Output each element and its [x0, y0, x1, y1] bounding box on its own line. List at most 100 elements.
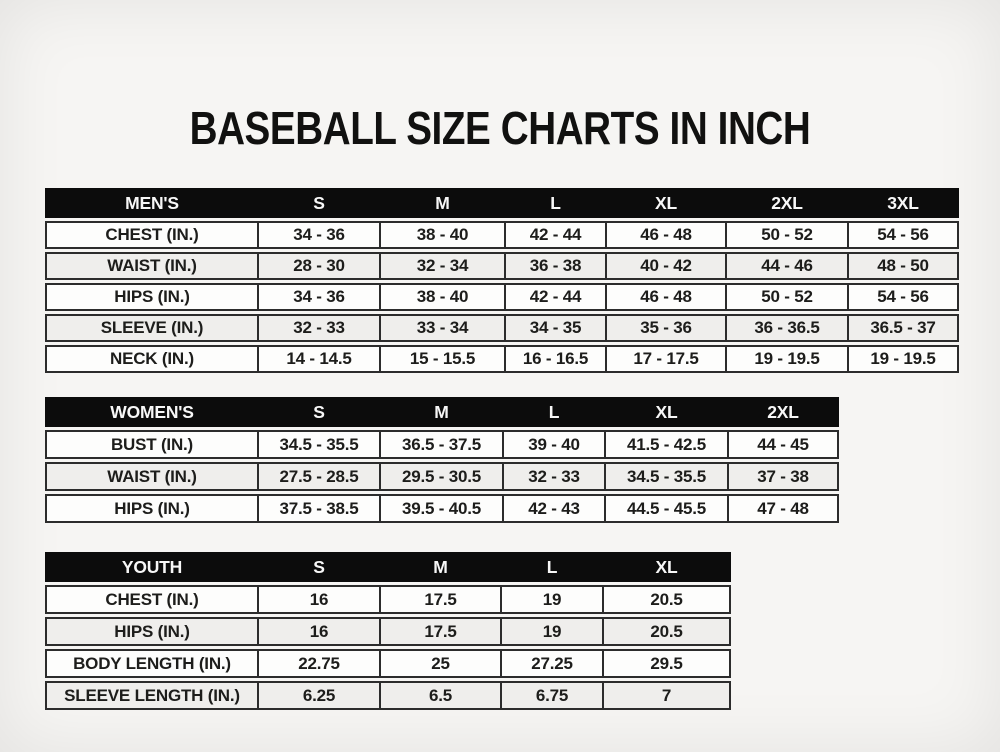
size-value-cell: 37 - 38 [727, 464, 837, 489]
size-value-cell: 48 - 50 [847, 254, 957, 278]
size-value-cell: 33 - 34 [379, 316, 504, 340]
womens-size-table: WOMEN'S S M L XL 2XL BUST (IN.) 34.5 - 35.5 36.5… [45, 397, 839, 526]
size-value-cell: 38 - 40 [379, 285, 504, 309]
youth-measurement-row: SLEEVE LENGTH (IN.) 6.25 6.5 6.75 7 [45, 681, 731, 710]
measurement-label-cell: HIPS (IN.) [114, 498, 190, 518]
size-value-cell: 42 - 44 [504, 285, 605, 309]
size-value-cell: 7 [602, 683, 729, 708]
measurement-label-cell: NECK (IN.) [110, 349, 194, 368]
size-value-cell: 34.5 - 35.5 [257, 432, 379, 457]
size-value-cell: 44 - 45 [727, 432, 837, 457]
mens-measurement-row: SLEEVE (IN.) 32 - 33 33 - 34 34 - 35 35 - 36… [45, 314, 959, 342]
womens-group-label-cell: WOMEN'S [110, 401, 194, 422]
womens-measurement-row: WAIST (IN.) 27.5 - 28.5 29.5 - 30.5 32 - 33… [45, 462, 839, 491]
size-value-cell: 42 - 44 [504, 223, 605, 247]
size-value-cell: 47 - 48 [727, 496, 837, 521]
size-value-cell: 32 - 33 [257, 316, 379, 340]
mens-measurement-row: NECK (IN.) 14 - 14.5 15 - 15.5 16 - 16.5 17 … [45, 345, 959, 373]
mens-size-header-cell: 3XL [887, 192, 919, 213]
size-value-cell: 17.5 [379, 619, 500, 644]
size-value-cell: 36 - 36.5 [725, 316, 847, 340]
mens-size-header-cell: XL [655, 192, 677, 213]
measurement-label-cell: SLEEVE (IN.) [100, 318, 204, 337]
size-value-cell: 19 - 19.5 [725, 347, 847, 371]
mens-size-header-cell: 2XL [771, 192, 803, 213]
size-value-cell: 19 [500, 587, 602, 612]
size-value-cell: 25 [379, 651, 500, 676]
size-value-cell: 20.5 [602, 587, 729, 612]
size-value-cell: 39.5 - 40.5 [379, 496, 502, 521]
measurement-label-cell: CHEST (IN.) [105, 225, 199, 244]
youth-size-header-cell: S [313, 556, 325, 577]
size-value-cell: 39 - 40 [502, 432, 604, 457]
mens-size-header-cell: L [550, 192, 561, 213]
size-value-cell: 22.75 [257, 651, 379, 676]
measurement-label-cell: BUST (IN.) [110, 434, 194, 454]
youth-size-header-cell: XL [655, 556, 678, 577]
size-value-cell: 6.25 [257, 683, 379, 708]
size-value-cell: 54 - 56 [847, 285, 957, 309]
size-value-cell: 16 [257, 587, 379, 612]
size-value-cell: 37.5 - 38.5 [257, 496, 379, 521]
size-value-cell: 27.5 - 28.5 [257, 464, 379, 489]
youth-group-label-cell: YOUTH [121, 556, 183, 577]
youth-size-header-cell: M [433, 556, 448, 577]
size-value-cell: 17.5 [379, 587, 500, 612]
size-value-cell: 41.5 - 42.5 [604, 432, 727, 457]
size-value-cell: 28 - 30 [257, 254, 379, 278]
measurement-label-cell: WAIST (IN.) [107, 466, 197, 486]
size-value-cell: 46 - 48 [605, 223, 725, 247]
size-value-cell: 16 [257, 619, 379, 644]
womens-measurement-row: BUST (IN.) 34.5 - 35.5 36.5 - 37.5 39 - 40 4… [45, 430, 839, 459]
youth-header-row: YOUTH S M L XL [45, 552, 731, 582]
size-value-cell: 32 - 33 [502, 464, 604, 489]
size-value-cell: 29.5 - 30.5 [379, 464, 502, 489]
size-value-cell: 34 - 36 [257, 223, 379, 247]
size-value-cell: 36 - 38 [504, 254, 605, 278]
mens-measurement-row: HIPS (IN.) 34 - 36 38 - 40 42 - 44 46 - 48 50… [45, 283, 959, 311]
measurement-label-cell: HIPS (IN.) [114, 621, 190, 641]
womens-header-row: WOMEN'S S M L XL 2XL [45, 397, 839, 427]
size-value-cell: 42 - 43 [502, 496, 604, 521]
womens-size-header-cell: 2XL [767, 401, 799, 422]
measurement-label-cell: HIPS (IN.) [114, 287, 190, 306]
measurement-label-cell: CHEST (IN.) [105, 589, 199, 609]
measurement-label-cell: WAIST (IN.) [107, 256, 197, 275]
size-value-cell: 6.75 [500, 683, 602, 708]
youth-size-header-cell: L [546, 556, 558, 577]
size-value-cell: 54 - 56 [847, 223, 957, 247]
size-value-cell: 50 - 52 [725, 223, 847, 247]
womens-size-header-cell: XL [655, 401, 678, 422]
size-value-cell: 14 - 14.5 [257, 347, 379, 371]
youth-measurement-row: CHEST (IN.) 16 17.5 19 20.5 [45, 585, 731, 614]
size-value-cell: 32 - 34 [379, 254, 504, 278]
womens-size-header-cell: M [434, 401, 449, 422]
mens-size-table: MEN'S S M L XL 2XL 3XL CHEST (IN.) 34 - 36 38 - 4… [45, 188, 959, 376]
size-value-cell: 16 - 16.5 [504, 347, 605, 371]
mens-size-header-cell: M [435, 192, 450, 213]
size-value-cell: 38 - 40 [379, 223, 504, 247]
mens-group-label-cell: MEN'S [125, 192, 179, 213]
size-value-cell: 34 - 36 [257, 285, 379, 309]
womens-size-header-cell: S [313, 401, 325, 422]
mens-size-header-cell: S [313, 192, 325, 213]
mens-measurement-row: CHEST (IN.) 34 - 36 38 - 40 42 - 44 46 - 48 5… [45, 221, 959, 249]
womens-size-header-cell: L [548, 401, 560, 422]
size-value-cell: 19 - 19.5 [847, 347, 957, 371]
size-value-cell: 6.5 [379, 683, 500, 708]
size-value-cell: 40 - 42 [605, 254, 725, 278]
size-value-cell: 35 - 36 [605, 316, 725, 340]
size-value-cell: 34.5 - 35.5 [604, 464, 727, 489]
measurement-label-cell: BODY LENGTH (IN.) [73, 653, 231, 673]
mens-measurement-row: WAIST (IN.) 28 - 30 32 - 34 36 - 38 40 - 42 4… [45, 252, 959, 280]
size-value-cell: 44 - 46 [725, 254, 847, 278]
size-value-cell: 46 - 48 [605, 285, 725, 309]
size-value-cell: 44.5 - 45.5 [604, 496, 727, 521]
size-value-cell: 50 - 52 [725, 285, 847, 309]
size-value-cell: 36.5 - 37.5 [379, 432, 502, 457]
size-value-cell: 29.5 [602, 651, 729, 676]
size-value-cell: 17 - 17.5 [605, 347, 725, 371]
youth-measurement-row: BODY LENGTH (IN.) 22.75 25 27.25 29.5 [45, 649, 731, 678]
page-title: BASEBALL SIZE CHARTS IN INCH [189, 101, 811, 154]
measurement-label-cell: SLEEVE LENGTH (IN.) [64, 685, 240, 705]
